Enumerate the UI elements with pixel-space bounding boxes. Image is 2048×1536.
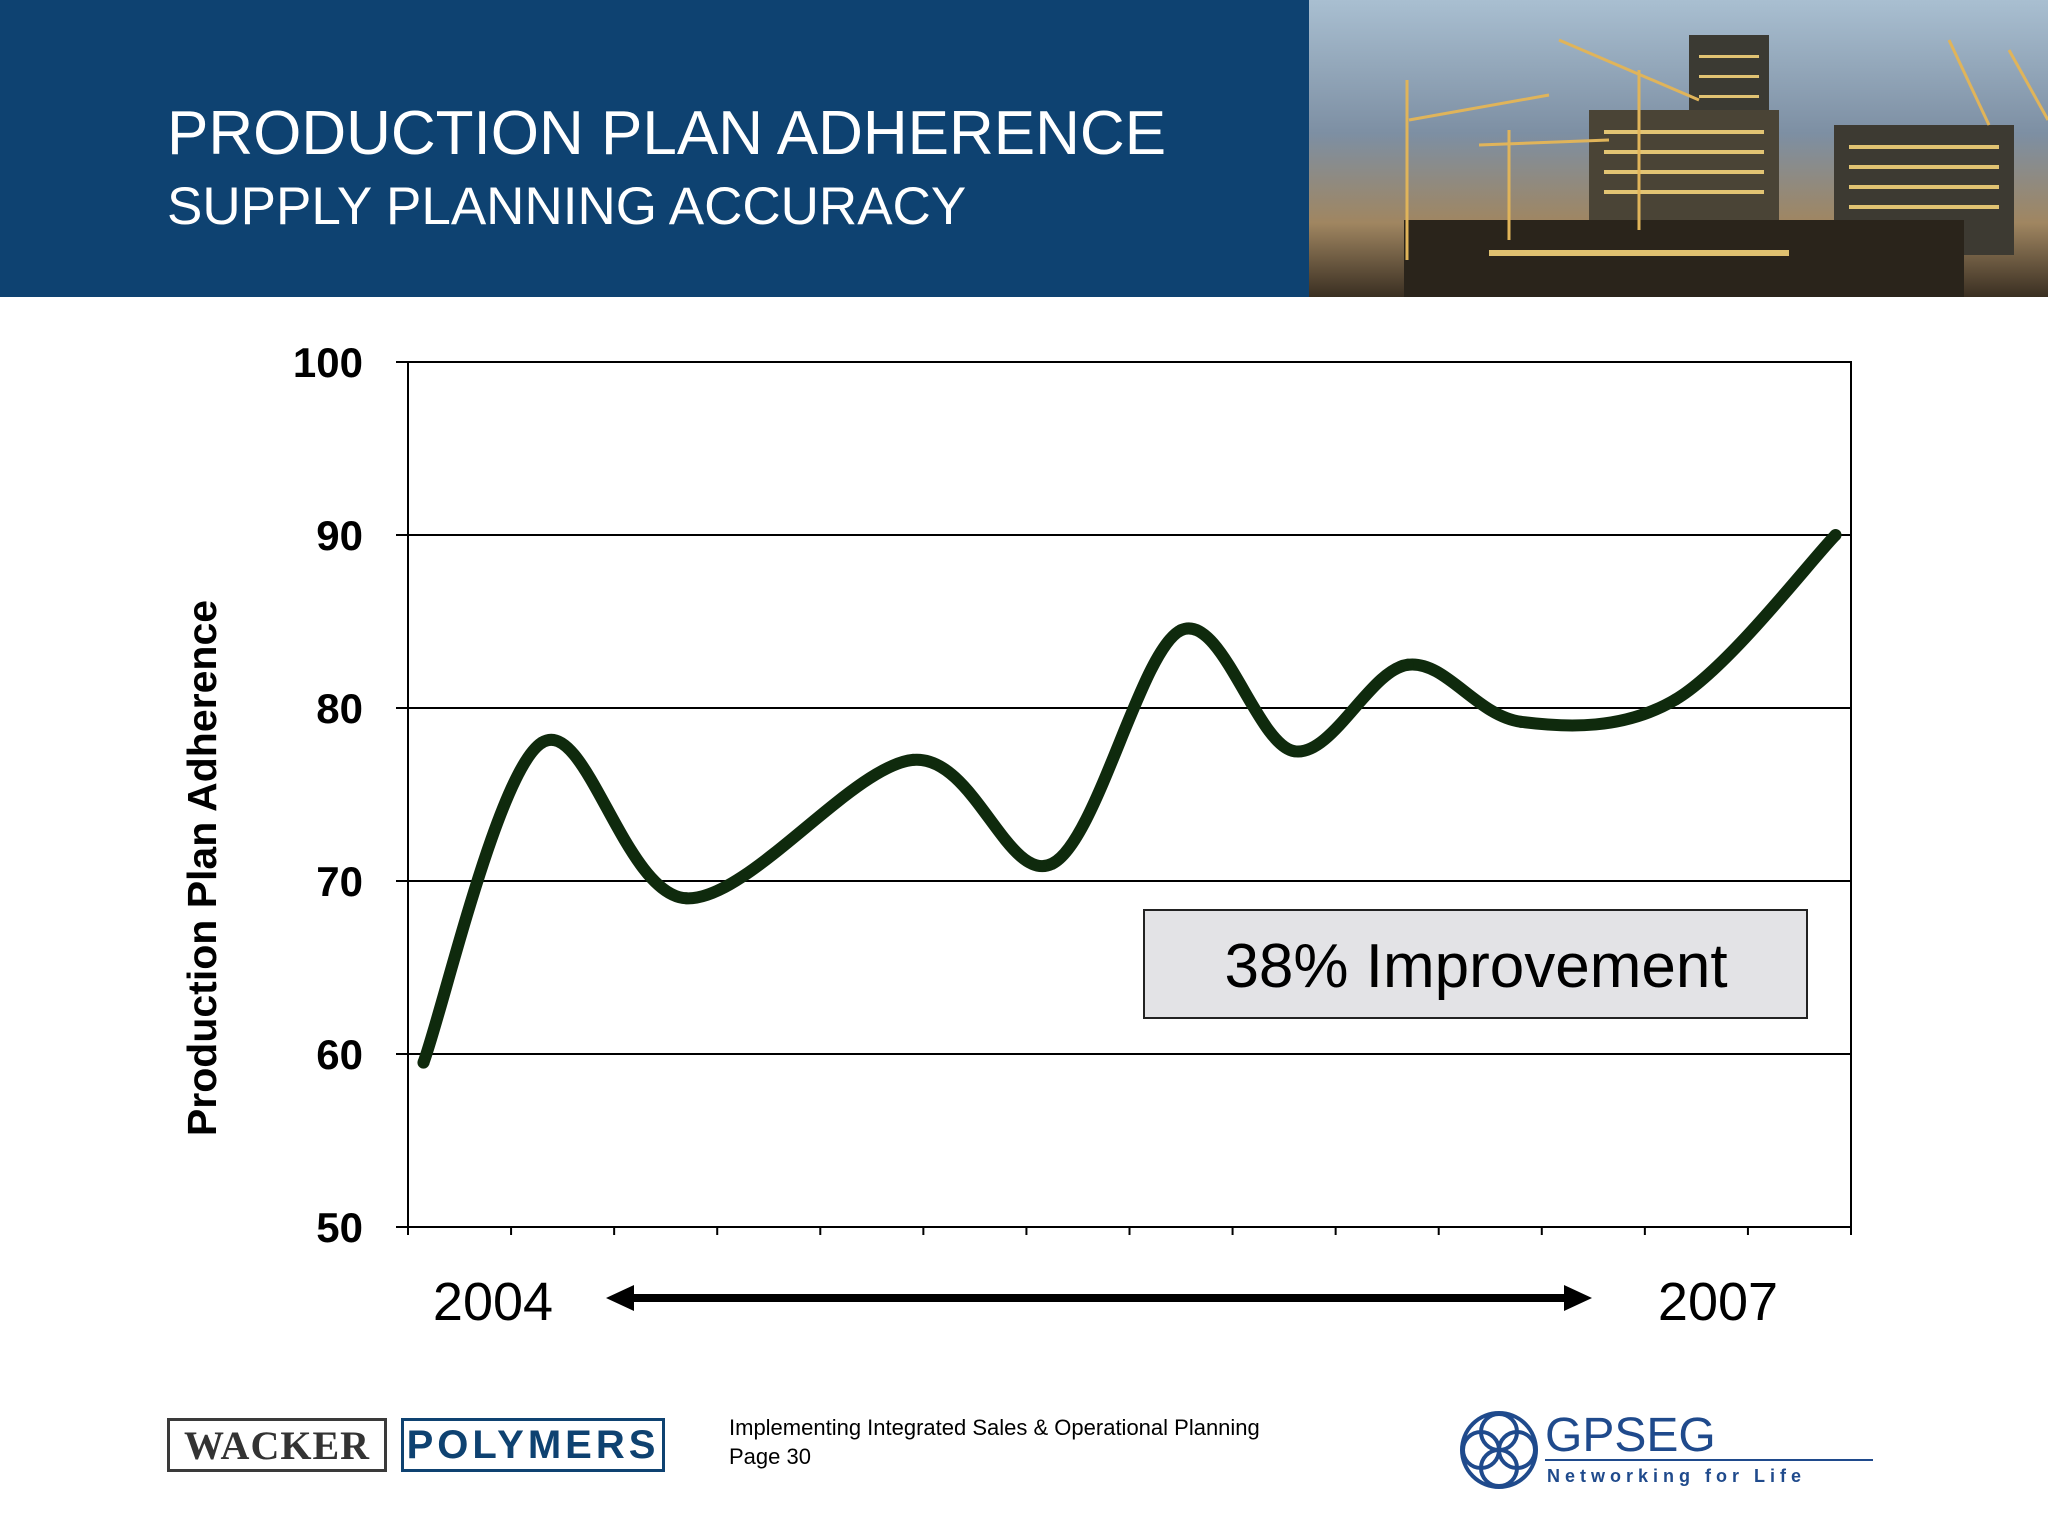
data-points: [417, 529, 1842, 1069]
y-tick-labels: 50 60 70 80 90 100: [293, 339, 408, 1251]
y-tick-label-90: 90: [316, 512, 363, 559]
y-tick-label-80: 80: [316, 685, 363, 732]
data-point-9: [1669, 693, 1682, 706]
data-point-5: [1175, 624, 1188, 637]
footer-page-number: Page 30: [729, 1444, 811, 1469]
polymers-logo: POLYMERS: [401, 1418, 665, 1472]
data-point-6: [1288, 745, 1301, 758]
axes: [407, 361, 1852, 1228]
x-start-year-label: 2004: [433, 1272, 553, 1332]
y-tick-label-100: 100: [293, 339, 363, 386]
data-point-0: [417, 1056, 430, 1069]
y-tick-label-70: 70: [316, 858, 363, 905]
y-axis-label: Production Plan Adherence: [179, 600, 225, 1136]
page-subtitle: SUPPLY PLANNING ACCURACY: [167, 177, 967, 236]
data-point-8: [1515, 715, 1528, 728]
data-point-10: [1829, 529, 1842, 541]
double-arrow: [606, 1285, 1592, 1311]
page-title: PRODUCTION PLAN ADHERENCE: [167, 99, 1167, 168]
data-point-7: [1401, 658, 1414, 671]
x-end-year-label: 2007: [1658, 1272, 1778, 1332]
footer-presentation-title: Implementing Integrated Sales & Operatio…: [729, 1415, 1260, 1440]
improvement-callout-text: 38% Improvement: [1224, 932, 1727, 1001]
data-point-3: [907, 753, 920, 766]
gpseg-wordmark: GPSEG: [1545, 1409, 1716, 1462]
y-tick-label-60: 60: [316, 1031, 363, 1078]
gpseg-tagline: Networking for Life: [1547, 1466, 1806, 1486]
series-line: [417, 530, 1840, 1065]
gpseg-globe-icon: [1460, 1411, 1538, 1489]
data-point-1: [535, 736, 548, 749]
improvement-callout: 38% Improvement: [1143, 909, 1808, 1019]
x-ticks: [407, 1227, 1852, 1235]
y-tick-label-50: 50: [316, 1204, 363, 1251]
gpseg-logo: GPSEG Networking for Life: [1460, 1409, 1873, 1489]
construction-skyline-photo: [1309, 0, 2048, 297]
data-point-2: [680, 892, 693, 905]
data-point-4: [1046, 857, 1059, 870]
plot-frame: [407, 361, 1852, 1228]
wacker-logo: WACKER: [167, 1418, 387, 1472]
